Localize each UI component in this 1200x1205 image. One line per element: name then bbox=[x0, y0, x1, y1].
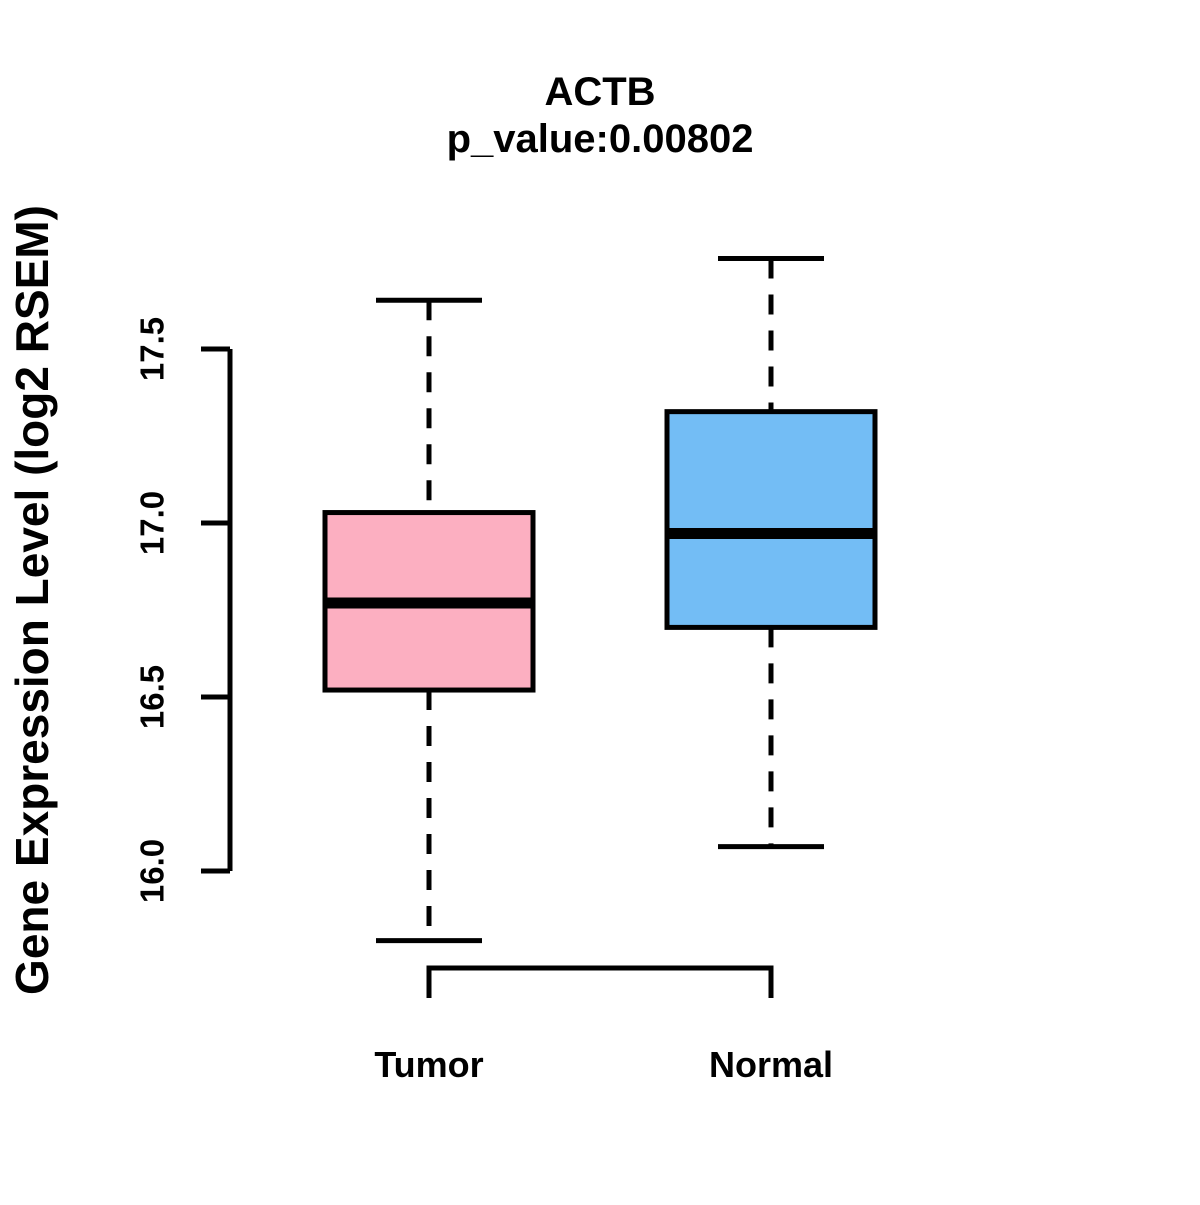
y-axis-label: Gene Expression Level (log2 RSEM) bbox=[6, 205, 58, 995]
x-axis-bracket bbox=[426, 965, 774, 998]
chart-title: ACTB bbox=[544, 70, 655, 114]
y-tick-label: 17.5 bbox=[134, 317, 171, 381]
boxplot-normal bbox=[664, 256, 878, 850]
y-tick-label: 16.5 bbox=[134, 665, 171, 729]
chart-subtitle: p_value:0.00802 bbox=[447, 117, 754, 161]
boxplot-tumor bbox=[322, 297, 536, 944]
iqr-box bbox=[664, 409, 878, 630]
y-tick-label: 16.0 bbox=[134, 839, 171, 903]
x-category-label-tumor: Tumor bbox=[374, 1044, 483, 1085]
x-category-label-normal: Normal bbox=[709, 1044, 833, 1085]
y-axis: 16.0 16.5 17.0 17.5 bbox=[134, 317, 233, 903]
y-tick-label: 17.0 bbox=[134, 491, 171, 555]
